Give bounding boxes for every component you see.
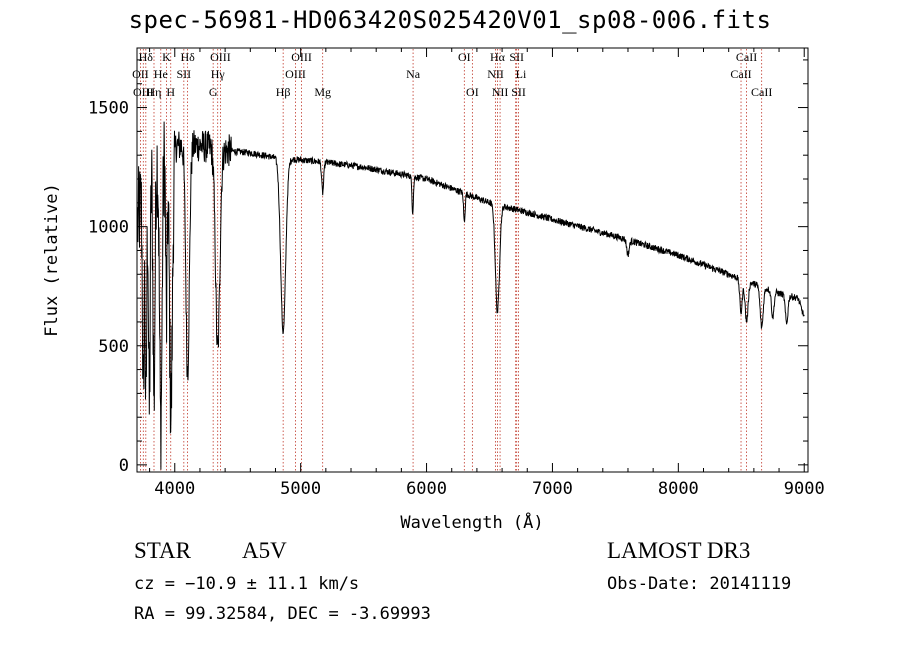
line-marker-label: NII bbox=[487, 67, 504, 81]
coordinates-line: RA = 99.32584, DEC = -3.69993 bbox=[134, 604, 431, 624]
line-marker-label: CaII bbox=[751, 85, 772, 99]
line-marker-label: CaII bbox=[730, 67, 751, 81]
line-marker-label: OIII bbox=[285, 67, 306, 81]
line-marker-label: NII bbox=[492, 85, 509, 99]
x-tick-label: 6000 bbox=[406, 479, 447, 499]
y-tick-label: 1500 bbox=[88, 99, 129, 119]
axis-ticks bbox=[137, 48, 808, 472]
line-marker-label: Hδ bbox=[180, 50, 195, 64]
tick-labels: 4000 5000 6000 7000 8000 9000 0 500 1000 1500 bbox=[88, 99, 825, 499]
line-marker-label: G bbox=[209, 85, 218, 99]
x-tick-label: 4000 bbox=[154, 479, 195, 499]
x-tick-label: 9000 bbox=[784, 479, 825, 499]
line-marker-label: OI bbox=[466, 85, 479, 99]
x-tick-label: 5000 bbox=[280, 479, 321, 499]
line-marker-label: OII bbox=[132, 67, 149, 81]
line-marker-label: CaII bbox=[736, 50, 757, 64]
line-marker-label: OIII bbox=[210, 50, 231, 64]
line-marker-label: K bbox=[162, 50, 171, 64]
line-markers bbox=[139, 49, 763, 471]
line-marker-label: SII bbox=[509, 50, 524, 64]
y-tick-label: 0 bbox=[119, 456, 129, 476]
line-marker-label: Na bbox=[406, 67, 421, 81]
plot-frame bbox=[136, 47, 809, 473]
spectral-class: A5V bbox=[242, 538, 287, 563]
line-marker-label: Hγ bbox=[211, 67, 226, 81]
line-marker-label: SII bbox=[176, 67, 191, 81]
line-marker-label: Hβ bbox=[276, 85, 291, 99]
x-axis-label: Wavelength (Å) bbox=[400, 511, 543, 533]
line-marker-label: OIII bbox=[291, 50, 312, 64]
line-marker-label: OIII bbox=[133, 85, 154, 99]
chart-title: spec-56981-HD063420S025420V01_sp08-006.f… bbox=[128, 6, 772, 34]
line-marker-label: He bbox=[154, 67, 168, 81]
y-tick-label: 1000 bbox=[88, 218, 129, 238]
line-marker-label: Hη bbox=[147, 85, 162, 99]
x-tick-label: 7000 bbox=[532, 479, 573, 499]
obs-date-line: Obs-Date: 20141119 bbox=[607, 574, 792, 594]
line-marker-label: H bbox=[166, 85, 175, 99]
object-type: STAR bbox=[134, 538, 191, 563]
line-marker-label: Li bbox=[516, 67, 527, 81]
line-marker-label: Mg bbox=[314, 85, 331, 99]
redshift-line: cz = −10.9 ± 11.1 km/s bbox=[134, 574, 360, 594]
line-marker-label: OI bbox=[458, 50, 471, 64]
y-axis-label: Flux (relative) bbox=[42, 183, 62, 337]
y-tick-label: 500 bbox=[98, 337, 129, 357]
line-marker-label: Hδ bbox=[139, 50, 154, 64]
survey-name: LAMOST DR3 bbox=[607, 538, 751, 563]
x-tick-label: 8000 bbox=[658, 479, 699, 499]
line-marker-label: SII bbox=[511, 85, 526, 99]
line-marker-label: Hα bbox=[490, 50, 506, 64]
spectrum-line bbox=[137, 121, 805, 470]
